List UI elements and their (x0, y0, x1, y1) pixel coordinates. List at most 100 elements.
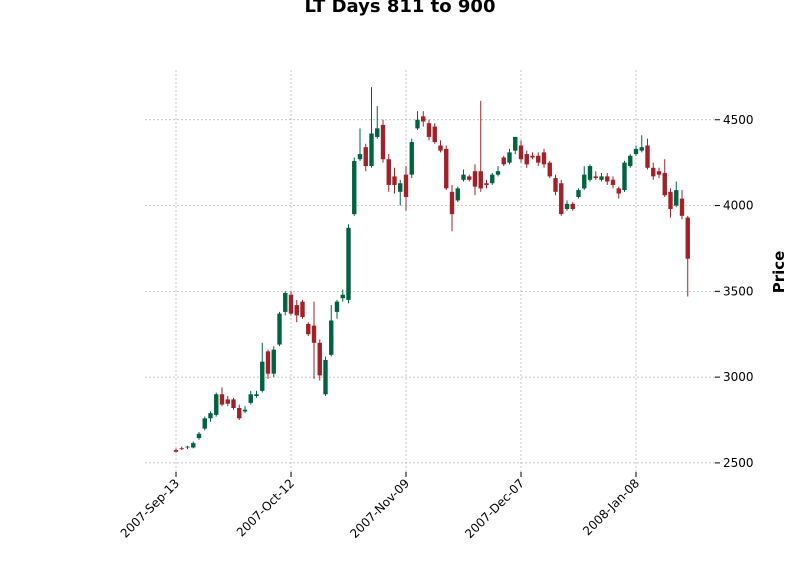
candle-body (582, 174, 587, 189)
candle-body (467, 176, 472, 180)
candle-body (294, 305, 299, 316)
candle-body (639, 147, 644, 151)
x-tick-label: 2007-Dec-07 (462, 476, 527, 541)
y-tick-label: 3500 (723, 284, 754, 298)
candle-body (265, 351, 271, 374)
candle-body (340, 294, 345, 299)
candle-body (386, 159, 391, 185)
candle-body (306, 323, 311, 335)
candle-body (329, 320, 334, 355)
y-tick-label: 4000 (723, 199, 754, 213)
candle-body (248, 394, 253, 403)
candle-body (536, 155, 541, 163)
candle-body (415, 119, 420, 129)
candle-body (518, 145, 524, 160)
candle-body (173, 450, 179, 452)
candle-body (507, 152, 512, 163)
candle-body (461, 174, 466, 180)
candle-body (225, 399, 230, 404)
candle-body (495, 171, 501, 175)
candle-body (651, 167, 656, 177)
candle-body (449, 191, 455, 215)
candle-body (283, 293, 288, 312)
candle-body (426, 123, 432, 137)
candle-body (559, 183, 564, 215)
candle-body (547, 162, 552, 177)
candle-body (628, 155, 633, 167)
y-tick-label: 2500 (723, 456, 754, 470)
candle-body (231, 399, 236, 409)
candle-body (179, 448, 184, 450)
candle-body (616, 188, 621, 194)
candle-body (674, 190, 679, 206)
candle-body (242, 409, 248, 412)
candle-body (202, 418, 207, 429)
candle-body (421, 116, 426, 122)
candle-body (645, 145, 650, 168)
candle-body (564, 203, 570, 209)
candle-body (219, 394, 225, 405)
y-tick-label: 4500 (723, 113, 754, 127)
candle-body (237, 408, 242, 419)
candle-body (392, 176, 397, 185)
candle-body (455, 188, 460, 201)
candle-body (271, 349, 276, 374)
candle-body (409, 142, 414, 175)
candle-body (587, 166, 593, 180)
x-tick-label: 2007-Oct-12 (234, 476, 297, 539)
candle-body (478, 171, 483, 189)
candle-body (288, 294, 294, 314)
candle-body (490, 174, 495, 184)
candle-body (656, 171, 662, 175)
candle-body (185, 446, 190, 448)
candle-body (208, 413, 213, 419)
candle-body (679, 198, 685, 216)
candle-body (352, 160, 357, 215)
candle-body (323, 359, 328, 395)
candle-body (472, 171, 478, 187)
candle-body (610, 179, 616, 185)
candle-body (599, 176, 604, 180)
candle-body (553, 178, 558, 192)
candle-body (191, 443, 196, 448)
candle-body (196, 433, 202, 439)
candle-body (530, 155, 535, 158)
chart-title: LT Days 811 to 900 (305, 0, 496, 17)
candle-body (403, 174, 409, 197)
candle-body (501, 157, 506, 165)
x-tick-label: 2007-Nov-09 (347, 476, 412, 541)
candle-body (541, 152, 547, 165)
candle-body (375, 128, 380, 137)
candle-body (380, 124, 386, 160)
candle-body (369, 133, 374, 167)
candle-body (662, 172, 667, 196)
candle-body (593, 176, 598, 179)
candle-body (622, 162, 627, 191)
x-tick-label: 2008-Jan-08 (580, 476, 642, 538)
candle-body (300, 301, 305, 318)
candle-body (317, 342, 322, 376)
candle-body (363, 147, 368, 167)
candle-body (605, 176, 610, 182)
candle-body (432, 126, 437, 143)
x-tick-label: 2007-Sep-13 (118, 476, 182, 540)
candle-body (357, 154, 363, 160)
candle-body (398, 183, 403, 192)
candle-body (311, 325, 317, 343)
candle-body (346, 227, 351, 300)
candle-body (334, 301, 340, 312)
candle-body (444, 148, 449, 189)
candle-body (570, 203, 575, 209)
candle-body (524, 154, 529, 165)
candle-body (513, 136, 518, 151)
candle-body (484, 183, 489, 185)
candle-body (685, 217, 690, 259)
candle-body (214, 394, 219, 415)
y-axis-label: Price (770, 251, 788, 294)
candle-body (277, 313, 282, 345)
candle-body (633, 148, 639, 155)
candle-body (668, 191, 673, 209)
candle-body (254, 394, 259, 396)
